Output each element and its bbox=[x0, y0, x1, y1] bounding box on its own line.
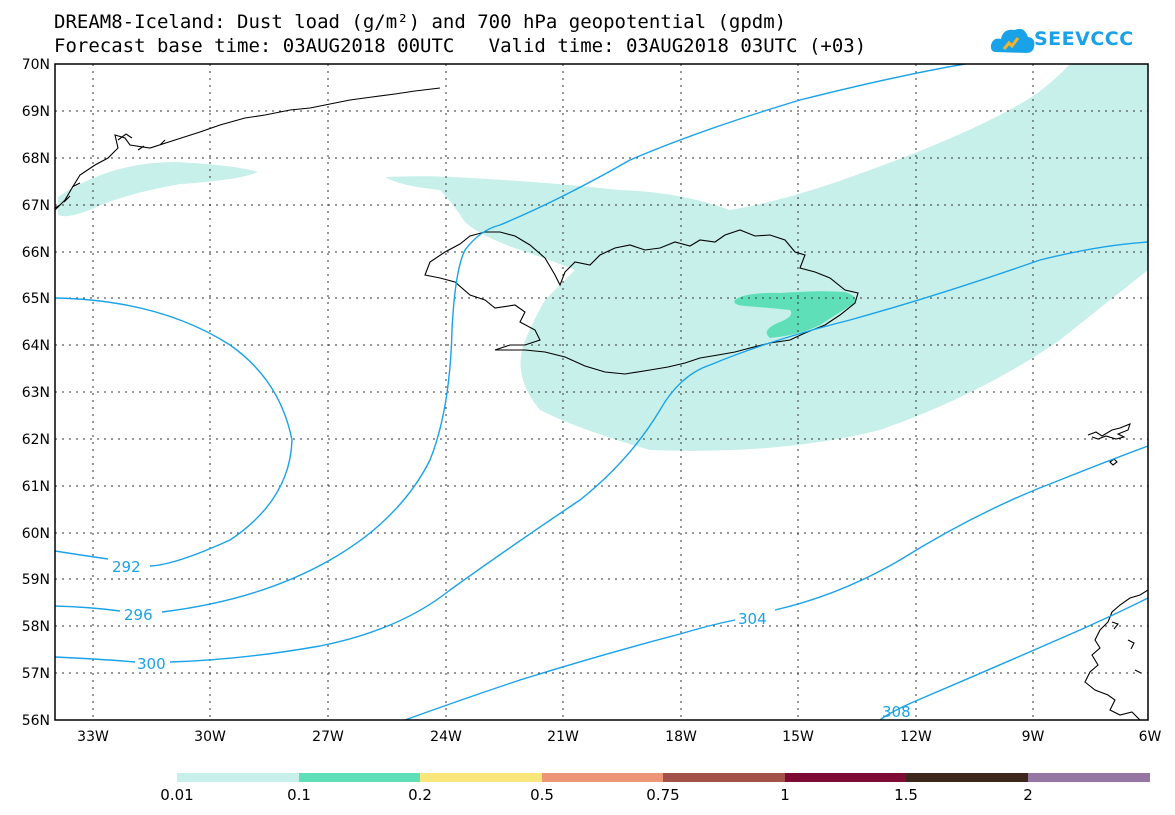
colorbar-segment bbox=[663, 773, 785, 782]
lat-label: 67N bbox=[22, 198, 50, 214]
lat-label: 61N bbox=[22, 479, 50, 495]
colorbar: 0.01 0.1 0.2 0.5 0.75 1 1.5 2 bbox=[160, 773, 1150, 804]
colorbar-segment bbox=[420, 773, 542, 782]
lat-label: 56N bbox=[22, 713, 50, 729]
dust-area-main bbox=[385, 64, 1148, 451]
lon-label: 21W bbox=[547, 729, 579, 745]
contour-line-308 bbox=[879, 597, 1148, 720]
colorbar-segment bbox=[785, 773, 906, 782]
lat-label: 60N bbox=[22, 526, 50, 542]
lat-label: 68N bbox=[22, 151, 50, 167]
graticule bbox=[55, 64, 1148, 720]
lat-label: 63N bbox=[22, 385, 50, 401]
chart-subtitle: Forecast base time: 03AUG2018 00UTC Vali… bbox=[54, 35, 867, 57]
lat-label: 57N bbox=[22, 666, 50, 682]
lat-label: 69N bbox=[22, 104, 50, 120]
lat-label: 66N bbox=[22, 245, 50, 261]
latitude-labels: 56N 57N 58N 59N 60N 61N 62N 63N 64N 65N … bbox=[22, 57, 50, 729]
contour-label-300: 300 bbox=[137, 655, 166, 673]
lat-label: 62N bbox=[22, 432, 50, 448]
colorbar-segment bbox=[299, 773, 420, 782]
chart-title: DREAM8-Iceland: Dust load (g/m²) and 700… bbox=[54, 11, 787, 33]
colorbar-label: 0.5 bbox=[530, 786, 554, 804]
contour-line-292 bbox=[55, 297, 293, 567]
lon-label: 33W bbox=[77, 729, 109, 745]
dust-fields bbox=[58, 64, 1148, 451]
lon-label: 18W bbox=[665, 729, 697, 745]
contour-line-304 bbox=[404, 445, 1148, 720]
contour-label-296: 296 bbox=[124, 606, 153, 624]
lon-label: 12W bbox=[900, 729, 932, 745]
colorbar-segment bbox=[542, 773, 663, 782]
cloud-logo-icon bbox=[990, 28, 1035, 53]
faroe-islands-coast bbox=[1087, 423, 1131, 466]
logo-text: SEEVCCC bbox=[1034, 28, 1134, 50]
contour-label-292: 292 bbox=[112, 558, 141, 576]
dust-area-core bbox=[734, 291, 856, 338]
lon-label: 30W bbox=[194, 729, 226, 745]
iceland-coast bbox=[424, 229, 859, 375]
contour-line-300 bbox=[55, 241, 1148, 663]
colorbar-label: 0.01 bbox=[160, 786, 193, 804]
colorbar-label: 1 bbox=[780, 786, 790, 804]
colorbar-label: 0.75 bbox=[646, 786, 679, 804]
contour-line-296 bbox=[55, 64, 966, 613]
lat-label: 64N bbox=[22, 338, 50, 354]
geopotential-contours bbox=[55, 64, 1148, 720]
colorbar-label: 1.5 bbox=[894, 786, 918, 804]
colorbar-segment bbox=[177, 773, 299, 782]
colorbar-label: 0.2 bbox=[408, 786, 432, 804]
lat-label: 58N bbox=[22, 619, 50, 635]
contour-label-304: 304 bbox=[738, 610, 767, 628]
lat-label: 65N bbox=[22, 291, 50, 307]
lon-label: 24W bbox=[430, 729, 462, 745]
colorbar-label: 0.1 bbox=[287, 786, 311, 804]
contour-label-308: 308 bbox=[882, 703, 911, 721]
lat-label: 59N bbox=[22, 572, 50, 588]
colorbar-segment bbox=[906, 773, 1028, 782]
lat-label: 70N bbox=[22, 57, 50, 73]
coastlines bbox=[55, 87, 1148, 720]
lon-label: 27W bbox=[312, 729, 344, 745]
greenland-coast bbox=[55, 87, 441, 211]
colorbar-label: 2 bbox=[1023, 786, 1033, 804]
lon-label: 15W bbox=[782, 729, 814, 745]
scotland-coast bbox=[1084, 589, 1148, 720]
lon-label: 6W bbox=[1139, 729, 1162, 745]
colorbar-segment bbox=[1028, 773, 1150, 782]
map-frame bbox=[54, 63, 1149, 721]
longitude-labels: 33W 30W 27W 24W 21W 18W 15W 12W 9W 6W bbox=[77, 729, 1161, 745]
dust-area-small-west bbox=[58, 162, 258, 217]
lon-label: 9W bbox=[1022, 729, 1045, 745]
